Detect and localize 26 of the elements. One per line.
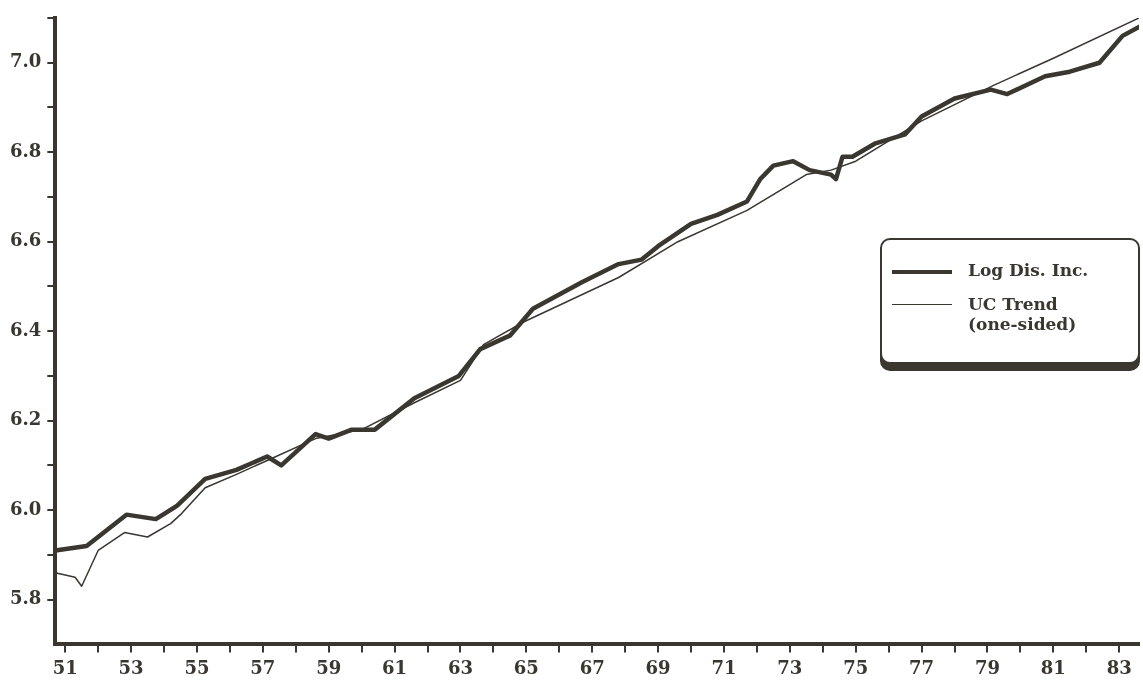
y-tick-label: 6.2: [9, 408, 42, 430]
x-tick-label: 79: [974, 656, 1001, 678]
y-tick-label: 6.8: [9, 139, 42, 161]
x-tick-label: 75: [843, 656, 869, 678]
x-tick-label: 57: [250, 656, 276, 678]
y-tick-label: 5.8: [9, 587, 42, 609]
x-tick-label: 67: [579, 656, 605, 678]
x-tick-label: 81: [1040, 656, 1066, 678]
x-tick-label: 83: [1106, 656, 1132, 678]
x-tick-label: 55: [184, 656, 210, 678]
y-tick-label: 6.4: [9, 318, 42, 340]
legend-label: Log Dis. Inc.: [968, 260, 1090, 280]
x-tick-label: 59: [316, 656, 342, 678]
x-tick-label: 65: [513, 656, 539, 678]
y-tick-label: 6.6: [9, 229, 42, 251]
x-tick-label: 71: [711, 656, 737, 678]
y-tick-label: 6.0: [9, 497, 42, 519]
x-tick-label: 53: [118, 656, 144, 678]
x-tick-label: 51: [52, 656, 78, 678]
legend-label: UC Trend (one-sided): [968, 294, 1078, 334]
x-tick-label: 69: [645, 656, 671, 678]
x-tick-label: 61: [382, 656, 408, 678]
x-tick-label: 77: [909, 656, 935, 678]
y-tick-label: 7.0: [9, 50, 42, 72]
x-tick-label: 63: [447, 656, 473, 678]
x-tick-label: 73: [777, 656, 803, 678]
